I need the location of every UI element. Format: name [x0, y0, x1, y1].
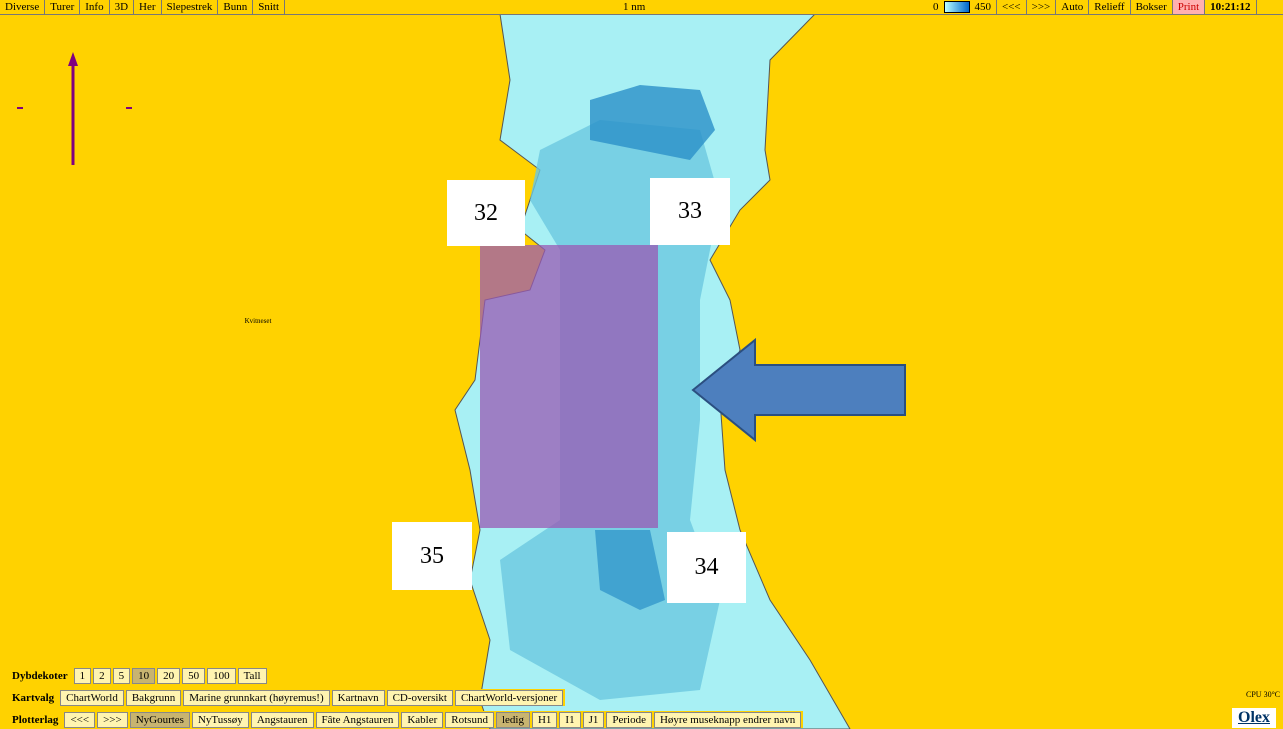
- purple-area: [480, 245, 658, 528]
- menu-button[interactable]: Her: [134, 0, 162, 14]
- plotter-bar: Plotterlag <<< >>> NyGourtes NyTussøy Angstau…: [8, 711, 804, 728]
- option-button[interactable]: I1: [559, 711, 581, 728]
- north-arrow-head: [68, 52, 78, 66]
- place-name: Kvitneset: [245, 317, 272, 325]
- depth-gradient: [943, 1, 970, 13]
- menu-button[interactable]: Snitt: [253, 0, 286, 14]
- option-button[interactable]: Bakgrunn: [125, 689, 182, 706]
- option-button[interactable]: 2: [93, 667, 111, 684]
- option-button[interactable]: 5: [112, 667, 131, 684]
- option-button[interactable]: NyTussøy: [191, 711, 249, 728]
- option-button[interactable]: NyGourtes: [129, 711, 190, 728]
- option-button[interactable]: Angstauren: [250, 711, 314, 728]
- menu-button[interactable]: Info: [80, 0, 110, 14]
- menu-button[interactable]: Turer: [45, 0, 81, 14]
- option-button[interactable]: Rotsund: [445, 711, 494, 728]
- option-button[interactable]: <<<: [64, 711, 96, 728]
- option-button[interactable]: Marine grunnkart (høyremus!): [183, 689, 330, 706]
- option-button[interactable]: Periode: [606, 711, 652, 728]
- menu-button[interactable]: Slepestrek: [162, 0, 219, 14]
- option-button[interactable]: >>>: [97, 711, 128, 728]
- grid-label: 34: [667, 532, 746, 603]
- chart-bar: Kartvalg ChartWorld Bakgrunn Marine grunnka…: [8, 689, 566, 706]
- clock: 10:21:12: [1205, 0, 1257, 14]
- depth-bar: Dybdekoter 1 2 5 10 20 50 100 Tall: [8, 667, 269, 684]
- row-label: Kartvalg: [12, 691, 55, 704]
- row-label: Dybdekoter: [12, 669, 68, 682]
- option-button[interactable]: ChartWorld-versjoner: [454, 689, 564, 706]
- option-button[interactable]: Fâte Angstauren: [315, 711, 400, 728]
- option-button[interactable]: 10: [132, 667, 156, 684]
- option-button[interactable]: H1: [531, 711, 558, 728]
- tool-button[interactable]: Bokser: [1131, 0, 1173, 14]
- logo: Olex: [1232, 708, 1276, 728]
- menu-button[interactable]: Diverse: [0, 0, 46, 14]
- depth-max: 450: [970, 0, 997, 14]
- tool-button[interactable]: <<<: [997, 0, 1027, 14]
- menu-button[interactable]: Bunn: [218, 0, 254, 14]
- tool-button[interactable]: Relieff: [1089, 0, 1131, 14]
- tool-button[interactable]: Print: [1172, 0, 1206, 14]
- grid-label: 33: [650, 178, 730, 245]
- tool-button[interactable]: >>>: [1027, 0, 1057, 14]
- tool-button[interactable]: Auto: [1056, 0, 1090, 14]
- option-button[interactable]: 20: [157, 667, 181, 684]
- option-button[interactable]: 1: [73, 667, 92, 684]
- scale-label: 1 nm: [620, 0, 649, 14]
- option-button[interactable]: J1: [582, 711, 605, 728]
- grid-label: 35: [392, 522, 472, 590]
- option-button[interactable]: Kabler: [401, 711, 444, 728]
- depth-min: 0: [933, 1, 939, 13]
- deep-south: [595, 530, 665, 610]
- option-button[interactable]: 100: [207, 667, 236, 684]
- option-button[interactable]: ChartWorld: [60, 689, 124, 706]
- option-button[interactable]: ledig: [495, 711, 530, 728]
- deep: [590, 85, 715, 160]
- cpu: CPU 30°C: [1246, 690, 1281, 699]
- row-label: Plotterlag: [12, 713, 59, 726]
- arrow: [691, 337, 906, 443]
- option-button[interactable]: 50: [182, 667, 206, 684]
- option-button[interactable]: Tall: [237, 667, 267, 684]
- option-button[interactable]: CD-oversikt: [386, 689, 453, 706]
- top-right: 0 450 <<< >>> Auto Relieff Bokser Print 10:21:12: [928, 0, 1257, 14]
- menu-button[interactable]: 3D: [110, 0, 135, 14]
- option-button[interactable]: Høyre museknapp endrer navn: [653, 711, 802, 728]
- option-button[interactable]: Kartnavn: [331, 689, 385, 706]
- grid-label: 32: [447, 180, 525, 246]
